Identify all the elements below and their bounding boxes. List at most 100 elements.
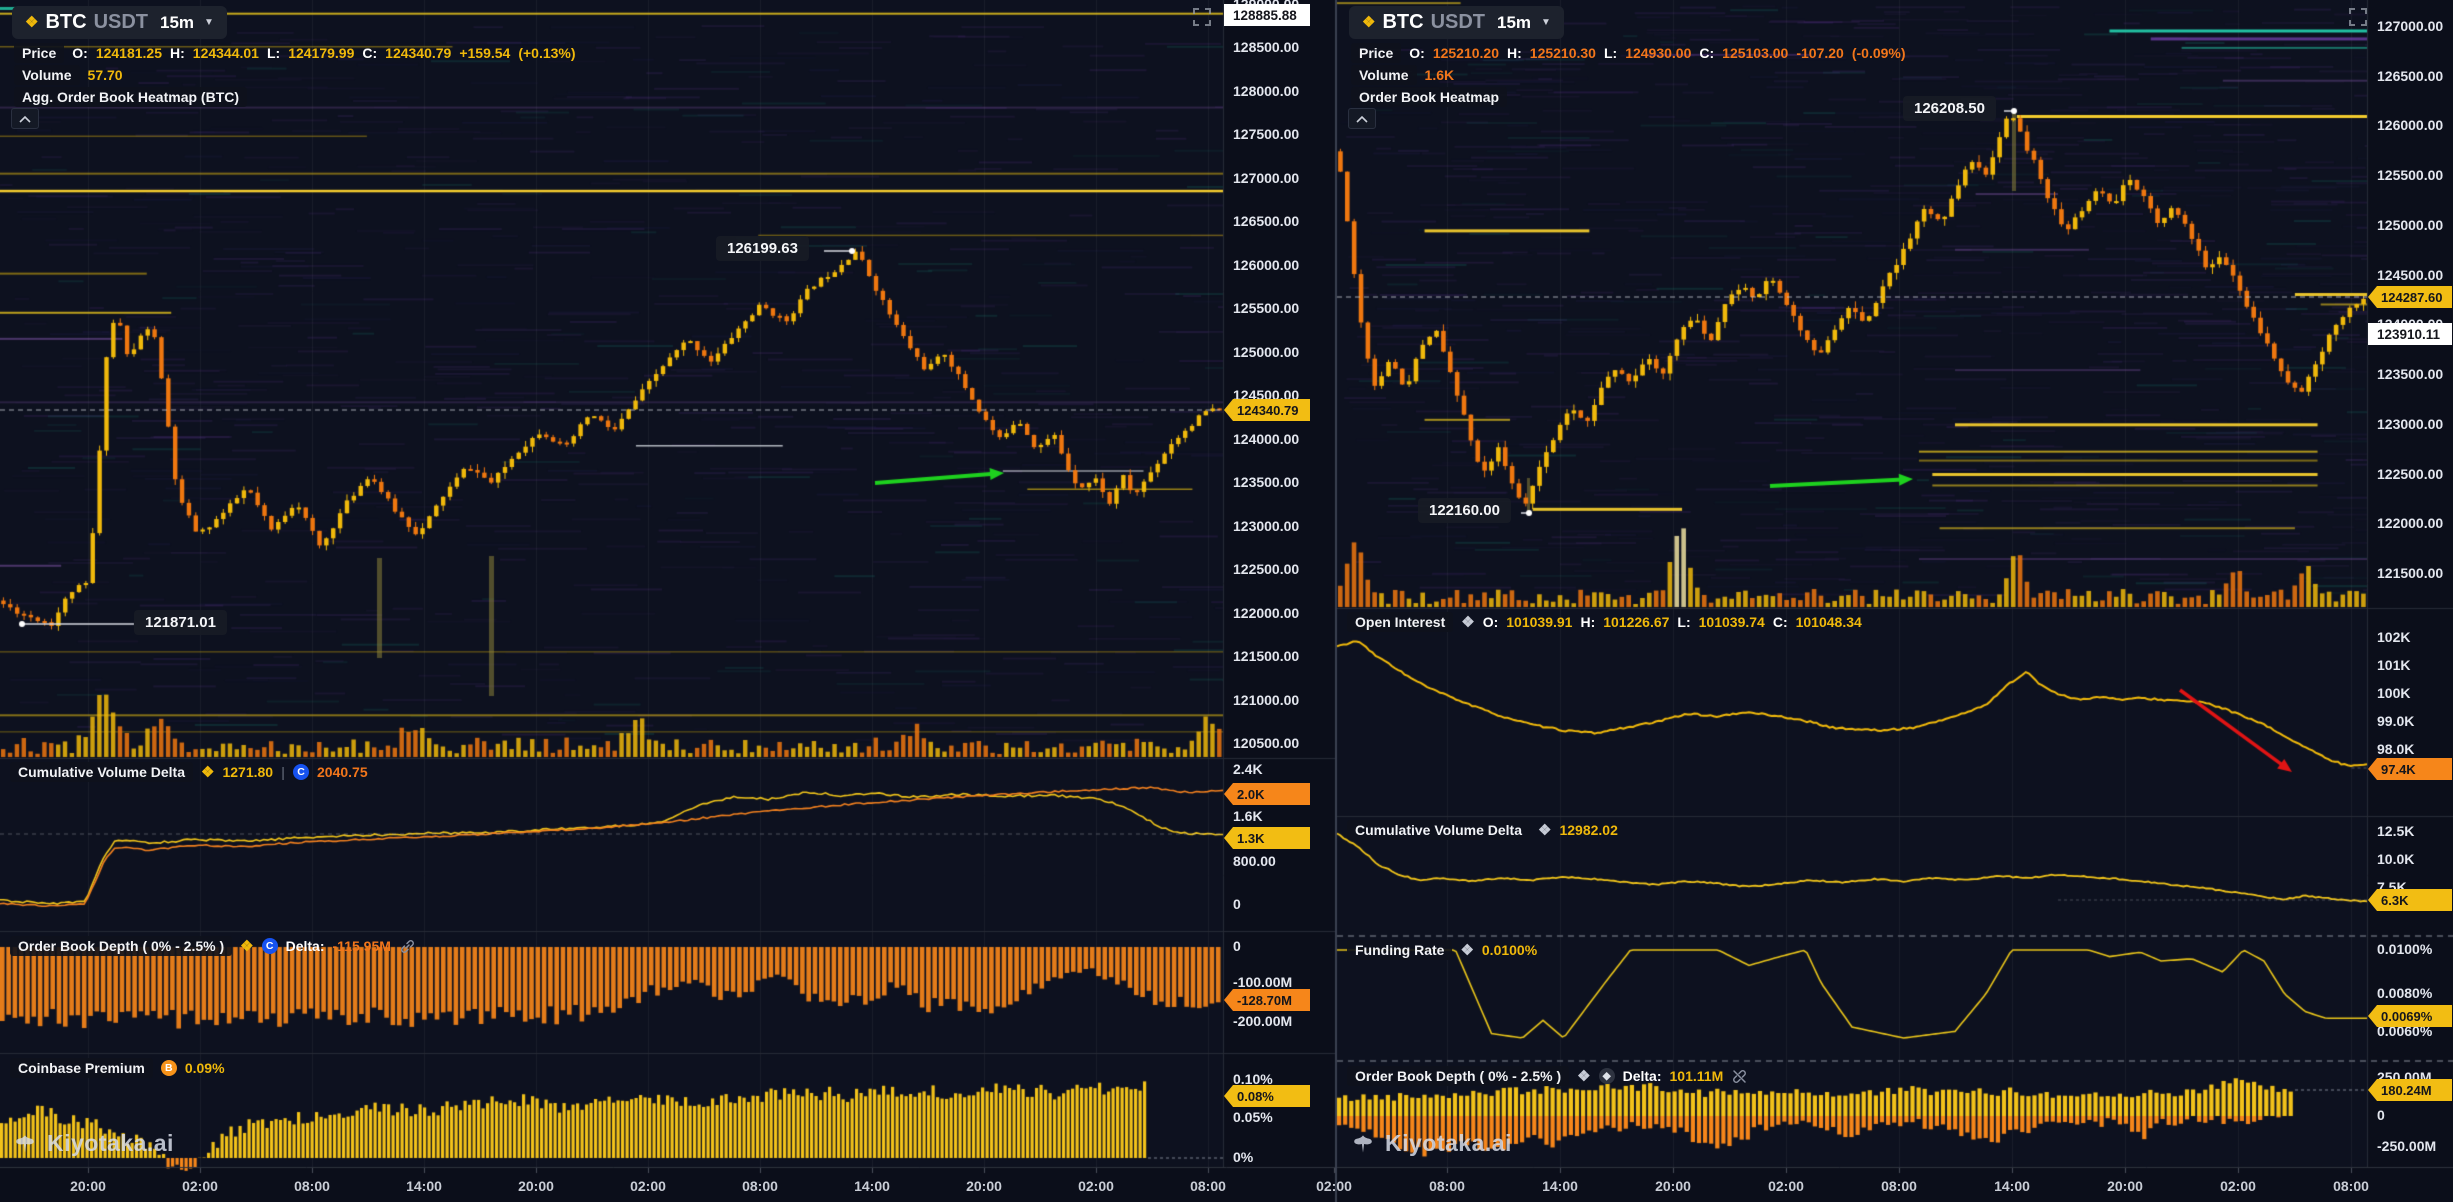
time-label: 02:00 (182, 1178, 218, 1194)
price-tag: 124340.79 (1224, 399, 1310, 421)
axis-tick: 10.0K (2377, 851, 2415, 867)
axis-tick: 12.5K (2377, 823, 2415, 839)
axis-tick: 122500.00 (2377, 466, 2444, 482)
price-close: 124340.79 (385, 45, 452, 61)
fullscreen-icon (1193, 8, 1211, 26)
price-tag: 97.4K (2368, 758, 2452, 780)
time-label: 14:00 (1542, 1178, 1578, 1194)
axis-tick: 0 (1233, 938, 1241, 954)
ohlc-key: H: (170, 45, 185, 61)
coinbase-icon: C (293, 764, 309, 780)
axis-tick: 125000.00 (2377, 217, 2444, 233)
time-label: 02:00 (1078, 1178, 1114, 1194)
cvd-coinbase-value: 2040.75 (317, 764, 368, 780)
delta-label: Delta: (1622, 1068, 1662, 1084)
price-low: 124930.00 (1625, 45, 1692, 61)
axis-tick: 122000.00 (2377, 515, 2444, 531)
cvd-title: Cumulative Volume Delta (1347, 820, 1531, 840)
watermark: Kiyotaka.ai (1350, 1130, 1512, 1157)
time-label: 20:00 (518, 1178, 554, 1194)
axis-tick: 100K (2377, 685, 2411, 701)
axis-tick: 127000.00 (2377, 18, 2444, 34)
symbol-base: BTC (1382, 11, 1424, 33)
link-icon[interactable] (399, 938, 416, 955)
price-annotation: 126208.50 (1903, 96, 1996, 121)
ohlc-key: C: (1772, 614, 1788, 630)
premium-title: Coinbase Premium (10, 1058, 153, 1078)
fullscreen-button[interactable] (2349, 8, 2367, 26)
axis-tick: 125500.00 (2377, 167, 2444, 183)
volume-row-label: Volume (1351, 65, 1417, 85)
oi-close: 101048.34 (1795, 614, 1862, 630)
price-annotation: 126199.63 (716, 236, 809, 261)
collapse-button[interactable] (11, 108, 39, 129)
time-label: 02:00 (1316, 1178, 1352, 1194)
price-tag: 124287.60 (2368, 286, 2452, 308)
time-label: 20:00 (2107, 1178, 2143, 1194)
separator: | (281, 764, 285, 780)
price-change-pct: (+0.13%) (518, 45, 576, 61)
axis-tick: 121500.00 (1233, 648, 1300, 664)
volume-value: 57.70 (87, 67, 123, 83)
time-label: 08:00 (294, 1178, 330, 1194)
axis-tick: 122000.00 (1233, 605, 1300, 621)
time-label: 02:00 (2220, 1178, 2256, 1194)
broken-link-icon[interactable] (1731, 1068, 1748, 1085)
axis-tick: 99.0K (2377, 713, 2415, 729)
time-label: 14:00 (406, 1178, 442, 1194)
oi-high: 101226.67 (1603, 614, 1670, 630)
binance-icon: ❖ (201, 763, 215, 781)
axis-tick: 127500.00 (1233, 126, 1300, 142)
left-chart-area[interactable] (0, 0, 1223, 757)
price-open: 124181.25 (95, 45, 162, 61)
axis-tick: 123000.00 (1233, 518, 1300, 534)
price-tag: 1.3K (1224, 827, 1310, 849)
binance-icon: ❖ (1460, 941, 1474, 959)
time-label: 08:00 (742, 1178, 778, 1194)
collapse-button[interactable] (1348, 108, 1376, 129)
axis-tick: 0.05% (1233, 1109, 1273, 1125)
fullscreen-button[interactable] (1193, 8, 1211, 26)
bitcoin-icon: B (160, 1060, 177, 1076)
axis-tick: 0.0060% (2377, 1023, 2433, 1039)
coinbase-icon: C (261, 938, 278, 954)
symbol-selector-left[interactable]: ❖ BTC USDT 15m ▼ (12, 6, 227, 39)
axis-tick: 125000.00 (1233, 344, 1300, 360)
axis-tick: 124000.00 (1233, 431, 1300, 447)
axis-tick: 126000.00 (2377, 117, 2444, 133)
symbol-quote: USDT (1430, 11, 1486, 33)
time-label: 08:00 (1190, 1178, 1226, 1194)
obd-title: Order Book Depth ( 0% - 2.5% ) (1347, 1066, 1570, 1086)
axis-tick: 0.0100% (2377, 941, 2433, 957)
binance-icon: ❖ (1461, 613, 1475, 631)
chevron-down-icon: ▼ (1541, 17, 1551, 28)
cvd-title: Cumulative Volume Delta (10, 762, 194, 782)
price-tag: 2.0K (1224, 783, 1310, 805)
axis-tick: 2.4K (1233, 761, 1263, 777)
axis-tick: 128000.00 (1233, 83, 1300, 99)
axis-tick: 0 (1233, 896, 1241, 912)
time-label: 02:00 (1768, 1178, 1804, 1194)
ohlc-key: L: (1677, 614, 1691, 630)
axis-tick: 123500.00 (2377, 366, 2444, 382)
ohlc-key: H: (1580, 614, 1596, 630)
symbol-base: BTC (45, 11, 87, 33)
symbol-selector-right[interactable]: ❖ BTC USDT 15m ▼ (1349, 6, 1564, 39)
obd-title: Order Book Depth ( 0% - 2.5% ) (10, 936, 233, 956)
cvd-binance-value: 1271.80 (222, 764, 274, 780)
butterfly-logo-icon (1354, 1134, 1372, 1153)
premium-value: 0.09% (184, 1060, 225, 1076)
delta-label: Delta: (285, 938, 325, 954)
symbol-quote: USDT (93, 11, 149, 33)
watermark: Kiyotaka.ai (12, 1130, 174, 1157)
axis-tick: 1.6K (1233, 808, 1263, 824)
axis-tick: 123000.00 (2377, 416, 2444, 432)
axis-tick: 125500.00 (1233, 300, 1300, 316)
timeframe: 15m (160, 12, 195, 32)
time-label: 20:00 (70, 1178, 106, 1194)
ohlc-key: O: (1409, 45, 1425, 61)
timeframe: 15m (1497, 12, 1532, 32)
chevron-up-icon (1356, 115, 1368, 123)
obd-delta-value: -115.95M (332, 938, 391, 954)
